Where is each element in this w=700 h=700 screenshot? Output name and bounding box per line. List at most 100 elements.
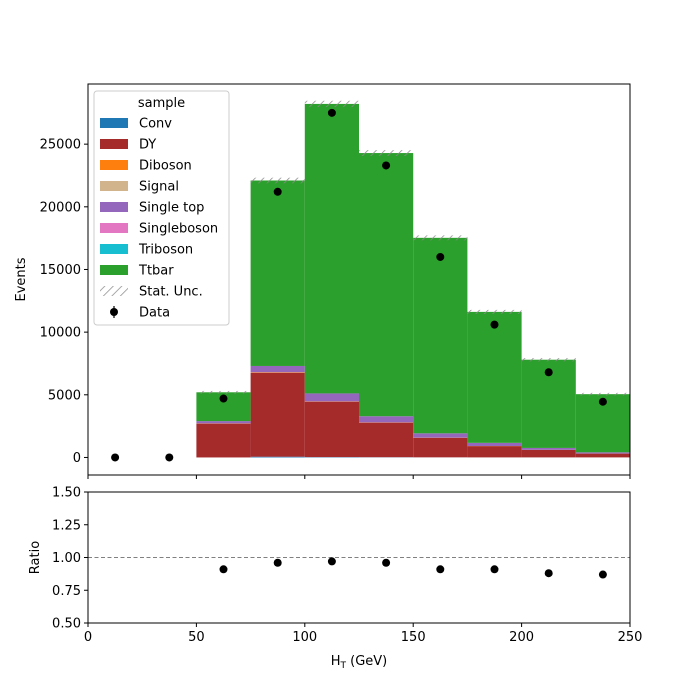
legend-label-conv: Conv [139,117,172,132]
bar-ttbar-bin-5 [359,153,414,417]
legend-title: sample [138,96,185,111]
data-point-1 [165,453,174,462]
legend: sample Conv DY Diboson Signal Single top Sing… [93,90,230,326]
x-tick-label-5: 250 [618,630,643,645]
main-y-tick-label-0: 0 [73,451,81,466]
bar-dy-bin-6 [413,437,468,458]
bar-dy-bin-7 [467,446,522,458]
data-point-4 [327,108,336,117]
ratio-point-3 [382,558,391,567]
legend-swatch-single-top [100,202,128,212]
main-y-tick-label-5: 25000 [40,138,81,153]
ratio-y-tick-label-1: 0.75 [52,584,81,599]
data-point-0 [111,453,120,462]
ratio-y-tick-label-3: 1.25 [52,518,81,533]
ratio-panel: 0.50 0.75 1.00 1.25 1.50 0 50 100 150 200 250 Rat… [28,486,642,646]
main-y-tick-label-3: 15000 [40,263,81,278]
legend-swatch-signal [100,181,128,191]
data-point-7 [490,320,499,329]
ratio-y-tick-label-4: 1.50 [52,486,81,501]
x-tick-label-4: 200 [509,630,534,645]
ratio-point-7 [598,570,607,579]
bar-single-top-bin-6 [413,433,468,438]
main-y-tick-label-4: 20000 [40,200,81,215]
bar-ttbar-bin-7 [467,311,522,443]
legend-swatch-singleboson [100,223,128,233]
x-tick-label-1: 50 [188,630,205,645]
ratio-point-5 [490,565,499,574]
bar-dy-bin-9 [575,453,630,458]
ratio-y-tick-label-2: 1.00 [52,551,81,566]
legend-swatch-conv [100,118,128,128]
x-tick-label-0: 0 [84,630,92,645]
main-y-axis-ticks: 0 5000 10000 15000 20000 25000 [40,138,88,466]
bar-single-top-bin-7 [467,442,522,446]
data-point-5 [382,161,391,170]
bar-diboson-bin-3 [250,372,305,373]
legend-label-data: Data [139,306,170,321]
stat-unc-bin-2 [196,390,251,394]
legend-label-triboson: Triboson [138,243,193,258]
legend-label-stat-unc: Stat. Unc. [139,285,203,300]
x-tick-label-3: 150 [401,630,426,645]
stat-unc-bin-8 [521,358,576,362]
main-plot-frame [87,83,631,476]
stacked-histogram [196,103,630,458]
ratio-y-tick-label-0: 0.50 [52,617,81,632]
legend-swatch-diboson [100,160,128,170]
legend-marker-data [110,308,118,316]
main-y-tick-label-2: 10000 [40,326,81,341]
stat-unc-bin-6 [413,235,468,241]
bar-ttbar-bin-3 [250,180,305,366]
data-points [111,108,607,462]
bar-dy-bin-4 [304,401,359,458]
legend-swatch-triboson [100,244,128,254]
legend-swatch-ttbar [100,265,128,275]
x-axis-label-unit: (GeV) [346,654,387,669]
ratio-point-2 [327,557,336,566]
ratio-point-1 [273,558,282,567]
main-panel: 0 5000 10000 15000 20000 25000 Events [14,83,631,479]
bar-single-top-bin-3 [250,365,305,373]
bar-single-top-bin-8 [521,447,576,450]
stat-unc-bin-7 [467,309,522,314]
bar-single-top-bin-2 [196,421,251,424]
legend-swatch-dy [100,139,128,149]
legend-label-ttbar: Ttbar [138,264,174,279]
x-axis-label: HT (GeV) [331,654,388,671]
legend-label-single-top: Single top [139,201,204,216]
ratio-point-4 [436,565,445,574]
main-x-axis-ticks [87,475,631,479]
stat-unc-bin-5 [359,150,414,156]
bar-dy-bin-8 [521,449,576,458]
bar-single-top-bin-9 [575,452,630,454]
ratio-points [219,557,607,579]
legend-label-dy: DY [139,138,156,153]
bar-conv-bin-3 [250,456,305,458]
stat-uncertainty-band [196,100,630,396]
bar-single-top-bin-4 [304,393,359,402]
ratio-y-axis-label: Ratio [28,541,43,574]
x-axis-label-main: H [331,654,341,669]
x-tick-label-2: 100 [292,630,317,645]
x-axis-label-subscript: T [340,661,347,671]
main-y-axis-label: Events [14,257,29,301]
legend-entries: Conv DY Diboson Signal Single top Singleboson… [100,117,218,321]
stat-unc-bin-4 [304,100,359,108]
stat-unc-bin-9 [575,392,630,396]
bar-single-top-bin-5 [359,416,414,423]
legend-label-singleboson: Singleboson [139,222,218,237]
data-point-9 [598,397,607,406]
ratio-point-6 [544,569,553,578]
legend-swatch-stat-unc [100,286,128,296]
bar-ttbar-bin-6 [413,237,468,434]
bar-dy-bin-5 [359,422,414,458]
data-point-6 [436,252,445,261]
data-point-3 [273,187,282,196]
legend-label-diboson: Diboson [139,159,192,174]
main-y-tick-label-1: 5000 [48,388,81,403]
ratio-x-axis-ticks: 0 50 100 150 200 250 [84,623,643,645]
bar-ttbar-bin-4 [304,103,359,394]
stat-unc-bin-3 [250,177,305,184]
